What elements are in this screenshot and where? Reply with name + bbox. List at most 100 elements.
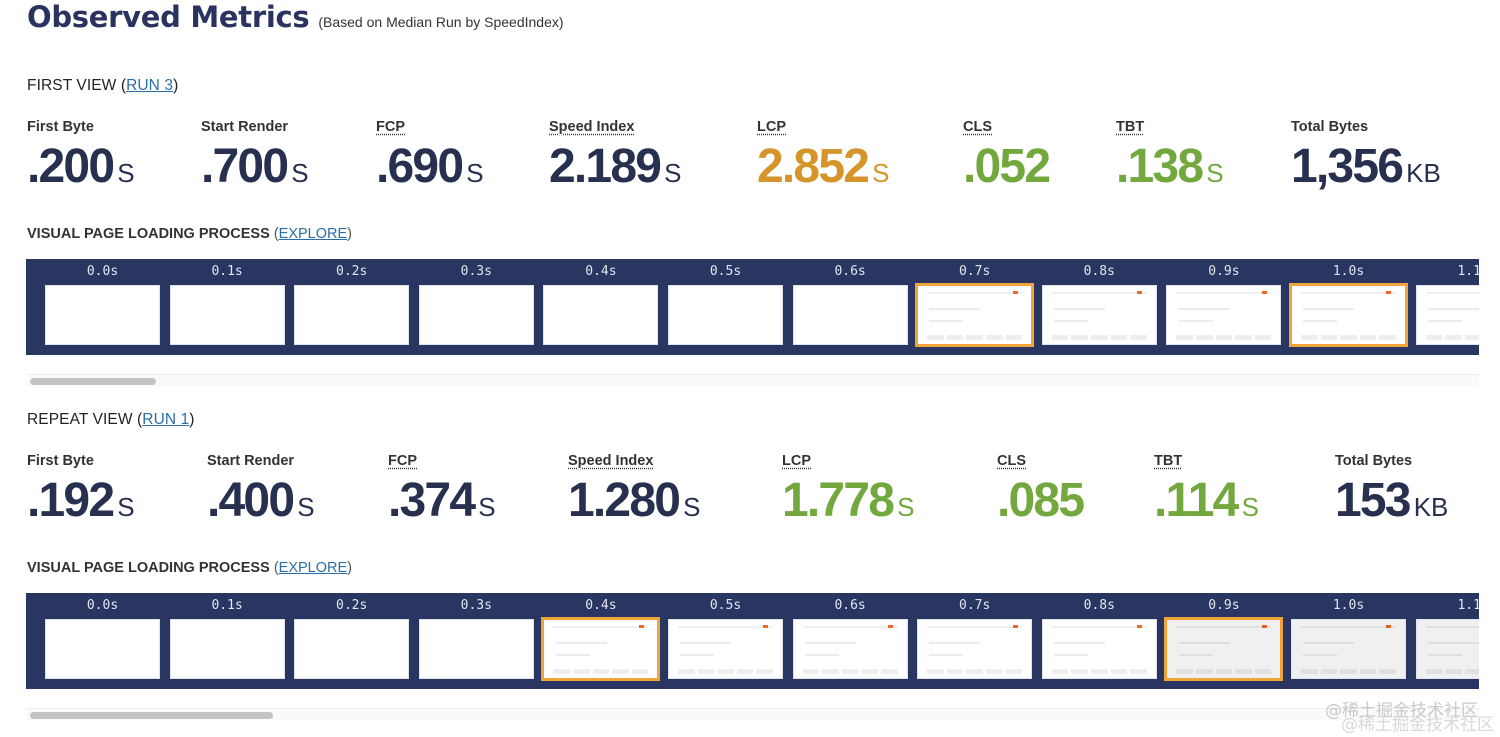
metric-start-render: Start Render .400 S [207,453,315,527]
filmstrip-frame[interactable]: 0.7s [915,259,1035,355]
frame-thumbnail[interactable] [668,285,783,345]
filmstrip-frame[interactable]: 0.9s [1166,259,1282,355]
filmstrip-frame[interactable]: 0.4s [543,259,659,355]
metric-label[interactable]: Speed Index [549,119,635,135]
metric-label[interactable]: TBT [1154,453,1183,469]
metric-label: Start Render [207,453,295,469]
metric-label[interactable]: LCP [757,119,786,135]
frame-thumbnail[interactable] [169,285,285,345]
filmstrip-frame[interactable]: 0.3s [418,593,534,689]
filmstrip-frame[interactable]: 1.0s [1291,593,1406,689]
frame-thumbnail[interactable] [418,619,534,679]
thumb-accent [1137,625,1143,628]
metric-label[interactable]: CLS [997,453,1026,469]
frame-thumbnail[interactable] [668,619,783,679]
filmstrip-frame[interactable]: 0.1s [169,593,285,689]
filmstrip-frame[interactable]: 1.0s [1289,259,1408,355]
frame-time: 1.0s [1332,598,1365,613]
frame-thumbnail[interactable] [1289,283,1408,347]
filmstrip-frame[interactable]: 0.0s [45,593,160,689]
frame-time: 0.6s [834,264,866,279]
first-view-explore-link[interactable]: EXPLORE [278,226,348,242]
frame-thumbnail[interactable] [1164,617,1284,681]
frame-time: 0.8s [1083,598,1115,613]
filmstrip-frame[interactable]: 0.5s [668,259,783,355]
thumb-text-line [1054,320,1088,322]
filmstrip-frame[interactable]: 1.1s [1415,259,1479,355]
frame-thumbnail[interactable] [1041,285,1157,345]
repeat-view-filmstrip[interactable]: 0.0s 0.1s 0.2s 0.3s 0.4s 0.5s 0.6s 0.7s 0.8s 0.9s… [26,593,1479,689]
filmstrip-frame[interactable]: 1.1s [1415,593,1479,689]
filmstrip-frame[interactable]: 0.6s [792,593,908,689]
first-view-scrollbar[interactable] [26,374,1479,386]
frame-thumbnail[interactable] [792,285,908,345]
repeat-view-scroll-thumb[interactable] [30,712,273,719]
metric-label[interactable]: FCP [376,119,405,135]
frame-thumbnail[interactable] [917,619,1033,679]
metric-lcp: LCP 2.852 S [757,119,889,193]
metric-number: .374 [388,474,476,527]
metric-label[interactable]: Speed Index [568,453,654,469]
frame-thumbnail[interactable] [45,619,160,679]
frame-time: 0.5s [709,264,742,279]
frame-thumbnail[interactable] [1415,619,1479,679]
metric-fcp: FCP .690 S [376,119,484,193]
metric-unit: S [117,492,135,522]
frame-thumbnail[interactable] [1415,285,1479,345]
first-view-filmstrip[interactable]: 0.0s 0.1s 0.2s 0.3s 0.4s 0.5s 0.6s 0.7s 0.8s 0.9s… [26,259,1479,355]
thumb-shade [1292,620,1405,678]
frame-thumbnail[interactable] [294,285,410,345]
metric-value: .200 S [27,139,135,194]
frame-time: 0.7s [959,264,991,279]
frame-thumbnail[interactable] [1041,619,1157,679]
metric-label[interactable]: CLS [963,119,992,135]
first-view-run-link[interactable]: RUN 3 [126,77,174,94]
filmstrip-frame[interactable]: 0.0s [45,259,160,355]
frame-thumbnail[interactable] [541,617,661,681]
metric-label[interactable]: LCP [782,453,811,469]
thumb-text-line [680,642,732,644]
filmstrip-frame[interactable]: 0.5s [668,593,783,689]
frame-thumbnail[interactable] [1166,285,1282,345]
repeat-view-run-link[interactable]: RUN 1 [142,411,190,428]
filmstrip-frame[interactable]: 0.4s [541,593,661,689]
watermark: @稀土掘金技术社区 [1325,701,1478,721]
metric-unit: S [1206,158,1224,188]
frame-time: 0.6s [834,598,866,613]
thumb-text-line [1178,642,1230,644]
frame-thumbnail[interactable] [294,619,410,679]
filmstrip-frame[interactable]: 0.2s [294,259,410,355]
metric-value: .690 S [376,139,484,194]
frame-thumbnail[interactable] [45,285,160,345]
page-subtitle: (Based on Median Run by SpeedIndex) [318,14,564,30]
filmstrip-frame[interactable]: 0.1s [169,259,285,355]
metric-number: 2.189 [549,140,662,193]
frame-time: 0.8s [1083,264,1115,279]
frame-thumbnail[interactable] [418,285,534,345]
filmstrip-frame[interactable]: 0.8s [1041,593,1157,689]
frame-thumbnail[interactable] [792,619,908,679]
frame-time: 1.0s [1332,264,1365,279]
frame-time: 1.1s [1457,598,1479,613]
filmstrip-frame[interactable]: 0.7s [917,593,1033,689]
frame-time: 0.3s [460,598,492,613]
metric-label[interactable]: FCP [388,453,417,469]
frame-thumbnail[interactable] [169,619,285,679]
thumb-text-line [1303,642,1355,644]
filmstrip-frame[interactable]: 0.2s [294,593,410,689]
repeat-view-explore-link[interactable]: EXPLORE [278,560,348,576]
frame-thumbnail[interactable] [1291,619,1406,679]
filmstrip-frame[interactable]: 0.8s [1041,259,1157,355]
first-view-scroll-thumb[interactable] [30,378,156,385]
frame-thumbnail[interactable] [543,285,659,345]
thumb-text-line [1178,308,1230,310]
metric-label[interactable]: TBT [1116,119,1145,135]
filmstrip-frame[interactable]: 0.6s [792,259,908,355]
repeat-view-scrollbar[interactable] [26,708,1479,720]
frame-thumbnail[interactable] [915,283,1035,347]
paren-open: ( [273,560,279,576]
filmstrip-frame[interactable]: 0.3s [418,259,534,355]
frame-time: 0.2s [336,264,368,279]
first-view-suffix: ) [173,77,179,94]
filmstrip-frame[interactable]: 0.9s [1164,593,1284,689]
